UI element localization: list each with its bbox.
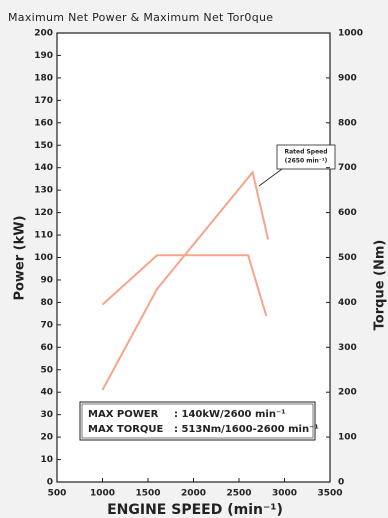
y-tick-label: 10 xyxy=(40,455,53,465)
y2-tick-label: 500 xyxy=(338,253,357,263)
x-tick-label: 2000 xyxy=(181,489,206,499)
x-tick-label: 2500 xyxy=(226,489,251,499)
y-tick-label: 50 xyxy=(40,365,53,375)
y-tick-label: 40 xyxy=(40,388,53,398)
spec-value: : 513Nm/1600-2600 min⁻¹ xyxy=(174,424,319,435)
x-axis-label: ENGINE SPEED (min⁻¹) xyxy=(107,502,283,518)
x-tick-label: 1500 xyxy=(135,489,160,499)
y-tick-label: 90 xyxy=(40,275,53,285)
y-tick-label: 190 xyxy=(34,51,53,61)
y-tick-label: 70 xyxy=(40,320,53,330)
spec-value: : 140kW/2600 min⁻¹ xyxy=(174,409,286,420)
spec-label: MAX TORQUE xyxy=(88,424,164,435)
y2-tick-label: 900 xyxy=(338,73,357,83)
y-tick-label: 200 xyxy=(34,29,53,39)
y-tick-label: 170 xyxy=(34,96,53,106)
y-tick-label: 80 xyxy=(40,298,53,308)
y-tick-label: 30 xyxy=(40,410,53,420)
y-tick-label: 20 xyxy=(40,433,53,443)
y2-tick-label: 600 xyxy=(338,208,357,218)
x-tick-label: 1000 xyxy=(90,489,115,499)
y-tick-label: 0 xyxy=(47,478,53,488)
spec-box-inner xyxy=(81,403,314,439)
series-line xyxy=(101,169,270,391)
y-tick-label: 130 xyxy=(34,186,53,196)
y2-tick-label: 800 xyxy=(338,118,357,128)
spec-box xyxy=(79,401,316,441)
y2-tick-label: 100 xyxy=(338,433,357,443)
x-tick-label: 3500 xyxy=(317,489,342,499)
series-line xyxy=(101,254,268,317)
y2-tick-label: 400 xyxy=(338,298,357,308)
y-tick-label: 60 xyxy=(40,343,53,353)
x-tick-label: 3000 xyxy=(272,489,297,499)
x-tick-label: 500 xyxy=(48,489,67,499)
y2-tick-label: 1000 xyxy=(338,29,363,39)
y-tick-label: 110 xyxy=(34,231,53,241)
y2-tick-label: 0 xyxy=(338,478,344,488)
y-axis-label: Power (kW) xyxy=(13,215,28,300)
y2-tick-label: 700 xyxy=(338,163,357,173)
annotation-leader xyxy=(258,168,283,187)
y2-axis-label: Torque (Nm) xyxy=(373,240,388,331)
y-tick-label: 140 xyxy=(34,163,53,173)
annotation-box xyxy=(276,144,336,170)
y2-tick-label: 200 xyxy=(338,388,357,398)
annotation-text: (2650 min⁻¹) xyxy=(285,158,328,165)
y-tick-label: 160 xyxy=(34,118,53,128)
y-tick-label: 150 xyxy=(34,141,53,151)
y2-tick-label: 300 xyxy=(338,343,357,353)
y-tick-label: 120 xyxy=(34,208,53,218)
annotation-text: Rated Speed xyxy=(284,149,327,156)
y-tick-label: 180 xyxy=(34,73,53,83)
chart-title: Maximum Net Power & Maximum Net Tor0que xyxy=(8,11,273,24)
y-tick-label: 100 xyxy=(34,253,53,263)
spec-label: MAX POWER xyxy=(88,409,159,420)
